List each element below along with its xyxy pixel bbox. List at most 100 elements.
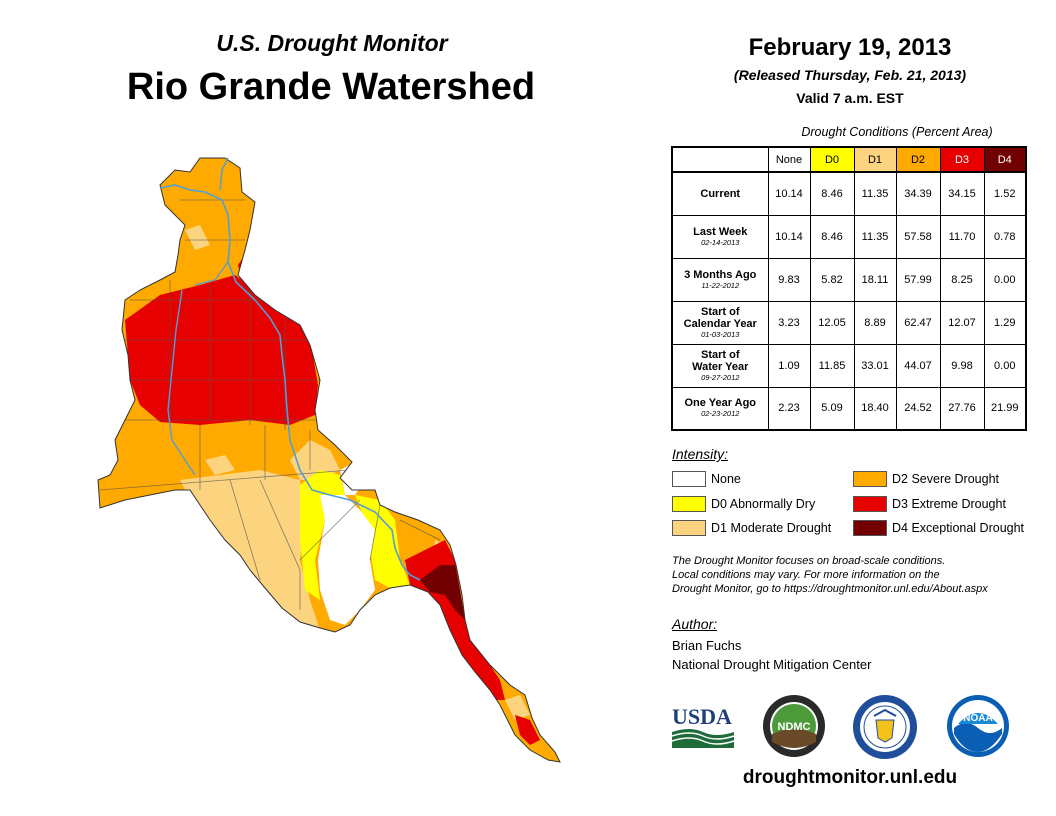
row-label-text: Water Year xyxy=(692,360,749,373)
legend-label: D1 Moderate Drought xyxy=(711,521,832,535)
legend-label: D2 Severe Drought xyxy=(892,472,1000,486)
legend-label: D4 Exceptional Drought xyxy=(892,521,1025,535)
table-cell: 57.99 xyxy=(895,257,941,302)
row-label: 3 Months Ago 11-22-2012 xyxy=(671,257,769,302)
table-cell: 8.89 xyxy=(853,300,897,345)
table-row: Last Week 02-14-2013 10.14 8.46 11.35 57.58 11… xyxy=(671,214,1027,259)
table-cell: 1.52 xyxy=(983,171,1027,216)
table-cell: 34.39 xyxy=(895,171,941,216)
legend-swatch xyxy=(672,471,706,487)
table-cell: 12.07 xyxy=(939,300,985,345)
footer-url[interactable]: droughtmonitor.unl.edu xyxy=(742,767,958,788)
legend-item-none: None xyxy=(672,471,741,487)
noaa-logo-text: NOAA xyxy=(963,713,992,724)
map-subtitle: U.S. Drought Monitor xyxy=(216,30,448,56)
row-label-text: 3 Months Ago xyxy=(684,268,757,281)
row-label-text: Last Week xyxy=(693,225,748,238)
row-label: One Year Ago 02-23-2012 xyxy=(671,386,769,431)
table-cell: 8.25 xyxy=(939,257,985,302)
table-row: Start of Water Year 09-27-2012 1.09 11.85 33.… xyxy=(671,343,1027,388)
usda-logo: USDA xyxy=(671,704,735,748)
river-line xyxy=(159,184,421,581)
row-date: 09-27-2012 xyxy=(701,372,740,382)
row-label-text: Start of xyxy=(701,305,740,318)
legend-label: None xyxy=(711,472,741,486)
table-cell: 9.98 xyxy=(939,343,985,388)
row-label-text: Current xyxy=(700,187,741,200)
table-cell: 11.70 xyxy=(939,214,985,259)
map-title: Rio Grande Watershed xyxy=(126,66,536,108)
column-header: D2 xyxy=(895,146,941,173)
disclaimer-note: The Drought Monitor focuses on broad-sca… xyxy=(672,554,1042,596)
column-header: D4 xyxy=(983,146,1027,173)
legend-title: Intensity: xyxy=(672,446,729,462)
noaa-logo: NOAA xyxy=(947,695,1009,757)
note-line: Local conditions may vary. For more info… xyxy=(672,569,940,581)
table-cell: 12.05 xyxy=(809,300,855,345)
table-cell: 18.11 xyxy=(853,257,897,302)
drought-conditions-table: None D0 D1 D2 D3 D4 Current 10.14 8.46 11.3… xyxy=(671,146,1027,431)
table-cell: 1.29 xyxy=(983,300,1027,345)
author-title: Author: xyxy=(672,616,718,632)
row-date: 02-14-2013 xyxy=(701,237,740,247)
table-row: Current 10.14 8.46 11.35 34.39 34.15 1.52 xyxy=(671,171,1027,216)
legend-swatch xyxy=(853,496,887,512)
table-cell: 11.35 xyxy=(853,171,897,216)
usda-logo-text: USDA xyxy=(672,704,732,729)
row-label-text: Calendar Year xyxy=(683,317,757,330)
table-cell: 10.14 xyxy=(767,171,811,216)
note-line: The Drought Monitor focuses on broad-sca… xyxy=(672,555,946,567)
table-row: 3 Months Ago 11-22-2012 9.83 5.82 18.11 57.99… xyxy=(671,257,1027,302)
author-name: Brian Fuchs xyxy=(672,638,742,653)
table-cell: 11.35 xyxy=(853,214,897,259)
ndmc-logo: NDMC xyxy=(763,695,825,757)
table-cell: 33.01 xyxy=(853,343,897,388)
table-cell: 8.46 xyxy=(809,214,855,259)
table-cell: 3.23 xyxy=(767,300,811,345)
row-label: Current xyxy=(671,171,769,216)
row-date: 02-23-2012 xyxy=(701,409,740,419)
watershed-map xyxy=(97,157,561,763)
ndmc-logo-text: NDMC xyxy=(778,721,811,733)
table-cell: 34.15 xyxy=(939,171,985,216)
table-cell: 10.14 xyxy=(767,214,811,259)
doc-seal-logo xyxy=(853,695,917,759)
column-header: D0 xyxy=(809,146,855,173)
legend-swatch xyxy=(672,496,706,512)
legend-item-d0: D0 Abnormally Dry xyxy=(672,496,815,512)
legend-item-d3: D3 Extreme Drought xyxy=(853,496,1006,512)
table-cell: 44.07 xyxy=(895,343,941,388)
release-date: (Released Thursday, Feb. 21, 2013) xyxy=(733,67,967,83)
row-label: Start of Calendar Year 01-03-2013 xyxy=(671,300,769,345)
row-date: 11-22-2012 xyxy=(701,280,740,290)
table-cell: 9.83 xyxy=(767,257,811,302)
legend-swatch xyxy=(853,471,887,487)
table-corner-cell xyxy=(672,147,769,173)
note-line: Drought Monitor, go to https://droughtmo… xyxy=(672,583,988,595)
valid-time: Valid 7 a.m. EST xyxy=(796,90,904,106)
column-header: None xyxy=(767,146,811,173)
table-cell: 21.99 xyxy=(983,386,1027,431)
table-cell: 11.85 xyxy=(809,343,855,388)
column-header: D3 xyxy=(939,146,985,173)
table-caption: Drought Conditions (Percent Area) xyxy=(801,125,993,139)
legend-swatch xyxy=(853,520,887,536)
column-header: D1 xyxy=(853,146,897,173)
table-cell: 18.40 xyxy=(853,386,897,431)
map-date: February 19, 2013 xyxy=(748,34,952,61)
table-cell: 8.46 xyxy=(809,171,855,216)
row-label-text: Start of xyxy=(701,348,740,361)
row-label-text: One Year Ago xyxy=(684,397,757,410)
table-cell: 27.76 xyxy=(939,386,985,431)
legend-swatch xyxy=(672,520,706,536)
row-date: 01-03-2013 xyxy=(701,329,740,339)
legend-label: D0 Abnormally Dry xyxy=(711,497,816,511)
table-header-row: None D0 D1 D2 D3 D4 xyxy=(672,146,1027,173)
legend-item-d4: D4 Exceptional Drought xyxy=(853,520,1024,536)
table-cell: 24.52 xyxy=(895,386,941,431)
table-cell: 0.78 xyxy=(983,214,1027,259)
legend-label: D3 Extreme Drought xyxy=(892,497,1006,511)
table-row: One Year Ago 02-23-2012 2.23 5.09 18.40 24.52… xyxy=(671,386,1027,431)
table-cell: 5.09 xyxy=(809,386,855,431)
author-org: National Drought Mitigation Center xyxy=(672,657,872,672)
